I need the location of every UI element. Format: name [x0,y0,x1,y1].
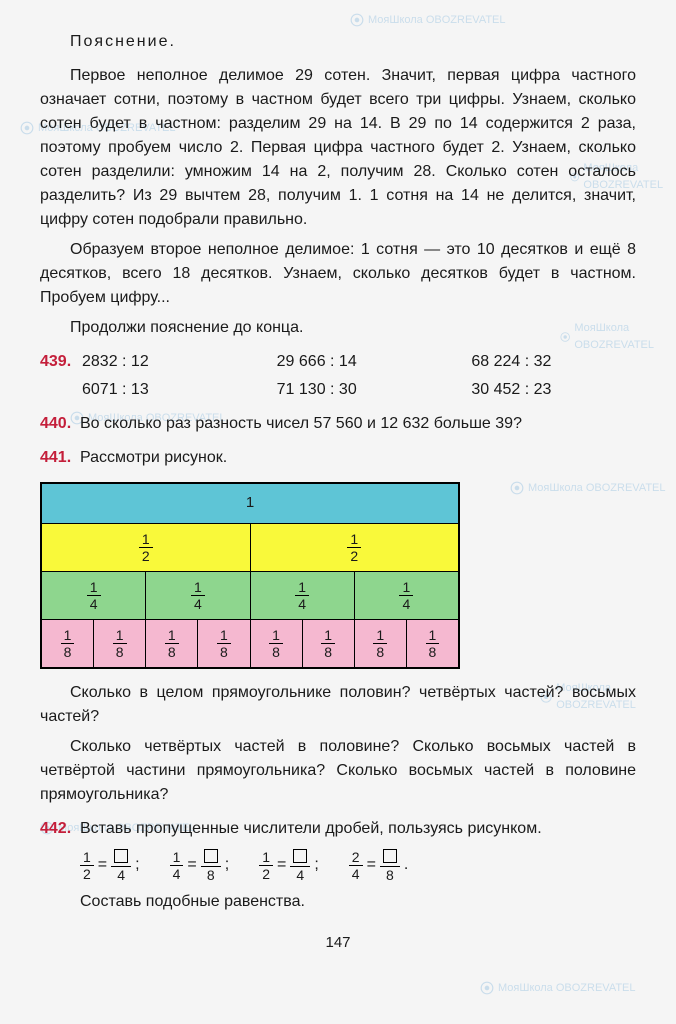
diagram-cell-eighth: 18 [303,620,355,667]
calc-cell: 71 130 : 30 [277,378,442,402]
equation-row: 12 = 4 ; 14 = 8 ; 12 = 4 ; 24 = 8 . [80,849,636,882]
exercise-442: 442. Вставь пропущенные числители дробей… [40,817,636,841]
equation: 24 = 8 . [349,849,409,882]
exercise-number: 440. [40,412,80,436]
fraction-diagram: 1 12 12 14 14 14 14 18 18 18 18 18 18 18… [40,482,460,669]
equation: 12 = 4 ; [80,849,140,882]
diagram-cell-quarter: 14 [251,572,355,619]
page-number: 147 [40,932,636,955]
diagram-cell-eighth: 18 [355,620,407,667]
section-title: Пояснение. [70,30,636,54]
diagram-cell-eighth: 18 [198,620,250,667]
exercise-text: Вставь пропущенные числители дробей, пол… [80,817,636,841]
exercise-number: 439. [40,350,80,402]
watermark: МояШкола OBOZREVATEL [480,980,636,997]
diagram-cell-quarter: 14 [355,572,458,619]
equation: 14 = 8 ; [170,849,230,882]
exercise-number: 441. [40,446,80,470]
exercise-442-final: Составь подобные равенства. [80,890,636,914]
diagram-cell-eighth: 18 [407,620,458,667]
exercise-440: 440. Во сколько раз разность чисел 57 56… [40,412,636,436]
exercise-text: Во сколько раз разность чисел 57 560 и 1… [80,412,636,436]
diagram-cell-half: 12 [251,524,459,571]
diagram-cell-eighth: 18 [251,620,303,667]
calc-cell: 30 452 : 23 [471,378,636,402]
equation: 12 = 4 ; [259,849,319,882]
exercise-number: 442. [40,817,80,841]
exercise-439: 439. 2832 : 12 29 666 : 14 68 224 : 32 6… [40,350,636,402]
diagram-cell-quarter: 14 [146,572,250,619]
exercise-441: 441. Рассмотри рисунок. [40,446,636,470]
calc-grid: 2832 : 12 29 666 : 14 68 224 : 32 6071 :… [82,350,636,402]
diagram-cell-eighth: 18 [42,620,94,667]
question-para-1: Сколько в целом прямоугольнике половин? … [40,681,636,729]
diagram-cell-half: 12 [42,524,251,571]
calc-cell: 68 224 : 32 [471,350,636,374]
calc-cell: 6071 : 13 [82,378,247,402]
diagram-cell-eighth: 18 [146,620,198,667]
diagram-cell-quarter: 14 [42,572,146,619]
exercise-text: Рассмотри рисунок. [80,446,636,470]
calc-cell: 29 666 : 14 [277,350,442,374]
question-para-2: Сколько четвёртых частей в половине? Ско… [40,735,636,807]
diagram-cell-whole: 1 [42,484,458,523]
explanation-para-3: Продолжи пояснение до конца. [40,316,636,340]
diagram-cell-eighth: 18 [94,620,146,667]
explanation-para-2: Образуем второе неполное делимое: 1 сотн… [40,238,636,310]
explanation-para-1: Первое неполное делимое 29 сотен. Значит… [40,64,636,232]
calc-cell: 2832 : 12 [82,350,247,374]
watermark: МояШкола OBOZREVATEL [350,12,506,29]
